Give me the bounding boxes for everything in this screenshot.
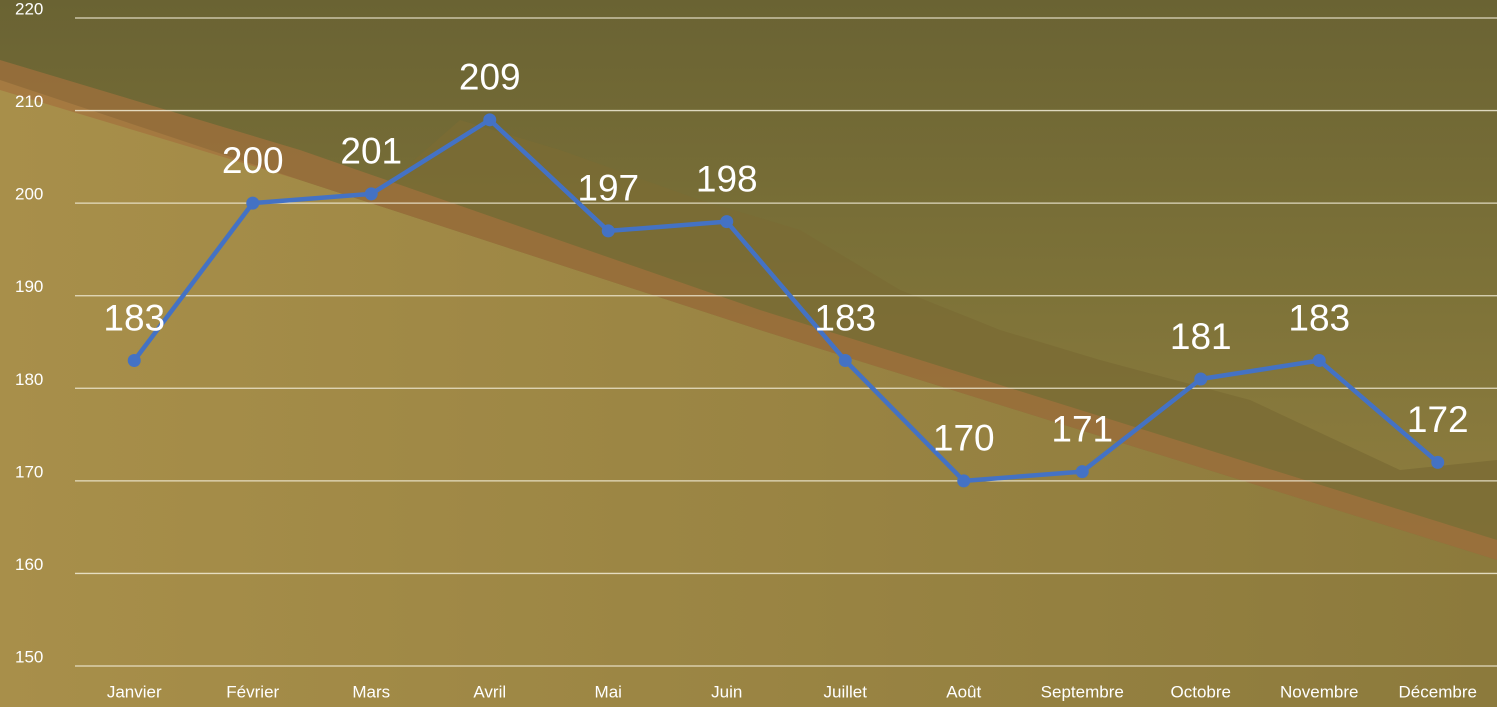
roof (0, 60, 1497, 560)
y-tick-label: 210 (15, 92, 43, 111)
data-label: 198 (696, 158, 758, 199)
plot: 150 160 170 180 190 200 210 220 Janvier Février Ma… (15, 0, 1497, 701)
x-tick-label: Octobre (1171, 682, 1231, 701)
y-tick-label: 190 (15, 277, 43, 296)
x-tick-label: Juillet (824, 682, 868, 701)
point (720, 215, 734, 229)
building (0, 80, 1497, 707)
data-label: 200 (222, 140, 284, 181)
point (127, 354, 141, 368)
point (1075, 465, 1089, 479)
x-tick-label: Septembre (1041, 682, 1124, 701)
y-tick-label: 170 (15, 462, 43, 481)
data-label: 181 (1170, 316, 1232, 357)
data-label: 183 (814, 297, 876, 338)
data-label: 171 (1051, 408, 1113, 449)
y-tick-label: 160 (15, 555, 43, 574)
x-tick-label: Janvier (107, 682, 162, 701)
point (483, 113, 497, 127)
x-tick-label: Février (226, 682, 279, 701)
x-tick-label: Mai (595, 682, 622, 701)
y-tick-label: 150 (15, 647, 43, 666)
data-label: 183 (1288, 297, 1350, 338)
point (957, 474, 971, 488)
point (1312, 354, 1326, 368)
x-tick-label: Novembre (1280, 682, 1358, 701)
point (364, 187, 378, 201)
point (838, 354, 852, 368)
x-tick-label: Août (946, 682, 981, 701)
data-label: 170 (933, 418, 995, 459)
point (1431, 455, 1445, 469)
point (246, 196, 260, 210)
y-tick-label: 200 (15, 185, 43, 204)
data-label: 183 (103, 297, 165, 338)
data-label: 201 (340, 131, 402, 172)
point (601, 224, 615, 238)
y-tick-label: 220 (15, 0, 43, 18)
data-label: 197 (577, 168, 639, 209)
x-tick-label: Décembre (1399, 682, 1477, 701)
x-tick-label: Mars (352, 682, 390, 701)
x-tick-label: Juin (711, 682, 742, 701)
data-label: 172 (1407, 399, 1469, 440)
line (132, 117, 1440, 484)
x-tick-label: Avril (473, 682, 506, 701)
data-label: 209 (459, 57, 521, 98)
y-tick-label: 180 (15, 370, 43, 389)
point (1194, 372, 1208, 386)
